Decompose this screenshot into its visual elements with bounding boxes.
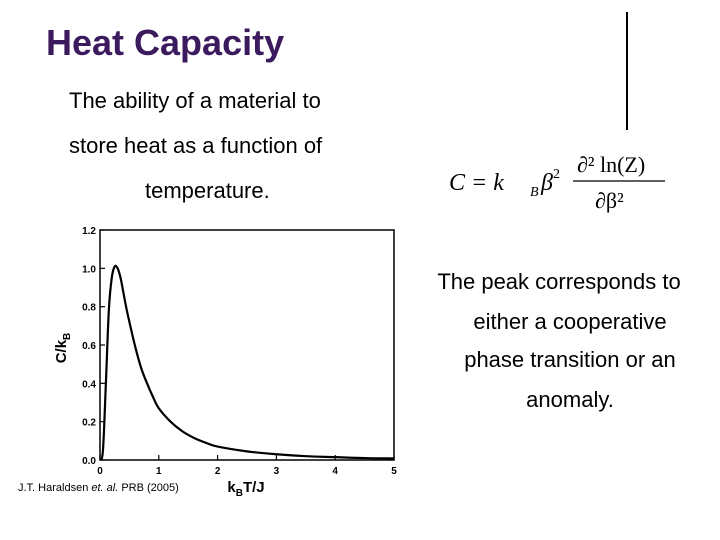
intro-line-1: The ability of a material to <box>69 88 321 113</box>
heat-capacity-chart: 0.0 0.2 0.4 0.6 0.8 1.0 1.2 0 1 2 3 4 5 C/kB kBT/J <box>53 226 397 499</box>
peak-line-2: either a cooperative <box>473 309 667 334</box>
intro-line-2: store heat as a function of <box>69 133 323 158</box>
citation: J.T. Haraldsen et. al. PRB (2005) <box>18 482 179 494</box>
y-tick-label: 0.0 <box>82 456 96 467</box>
slide-title: Heat Capacity <box>46 22 285 63</box>
y-tick-label: 0.2 <box>82 418 96 429</box>
peak-line-3: phase transition or an <box>464 347 676 372</box>
formula-numerator: ∂² ln(Z) <box>577 152 645 177</box>
x-tick-label: 1 <box>156 466 162 477</box>
intro-line-3: temperature. <box>145 178 270 203</box>
x-tick-label: 5 <box>391 466 397 477</box>
x-tick-label: 0 <box>97 466 103 477</box>
y-tick-label: 1.0 <box>82 264 96 275</box>
y-axis-ticks: 0.0 0.2 0.4 0.6 0.8 1.0 1.2 <box>82 226 105 467</box>
y-tick-label: 0.4 <box>82 379 96 390</box>
formula-sub-b: B <box>530 185 539 200</box>
peak-line-4: anomaly. <box>526 387 614 412</box>
y-tick-label: 0.6 <box>82 341 96 352</box>
heat-capacity-formula: C = k B β 2 ∂² ln(Z) ∂β² <box>449 152 665 213</box>
x-tick-label: 4 <box>332 466 338 477</box>
formula-lhs: C = k <box>449 170 504 196</box>
heat-capacity-curve <box>98 264 395 461</box>
peak-line-1: The peak corresponds to <box>437 269 681 294</box>
x-tick-label: 3 <box>274 466 280 477</box>
formula-denominator: ∂β² <box>595 188 624 213</box>
citation-italic: et. al. <box>91 482 119 494</box>
formula-exponent: 2 <box>553 167 560 182</box>
y-tick-label: 0.8 <box>82 303 96 314</box>
citation-suffix: PRB (2005) <box>118 482 179 494</box>
plot-frame <box>99 229 395 461</box>
citation-prefix: J.T. Haraldsen <box>18 482 92 494</box>
vertical-divider <box>626 12 628 130</box>
y-tick-label: 1.2 <box>82 226 96 237</box>
x-axis-label: kBT/J <box>227 479 264 499</box>
x-tick-label: 2 <box>215 466 221 477</box>
formula-beta: β <box>540 170 553 196</box>
y-axis-label: C/kB <box>53 333 73 364</box>
